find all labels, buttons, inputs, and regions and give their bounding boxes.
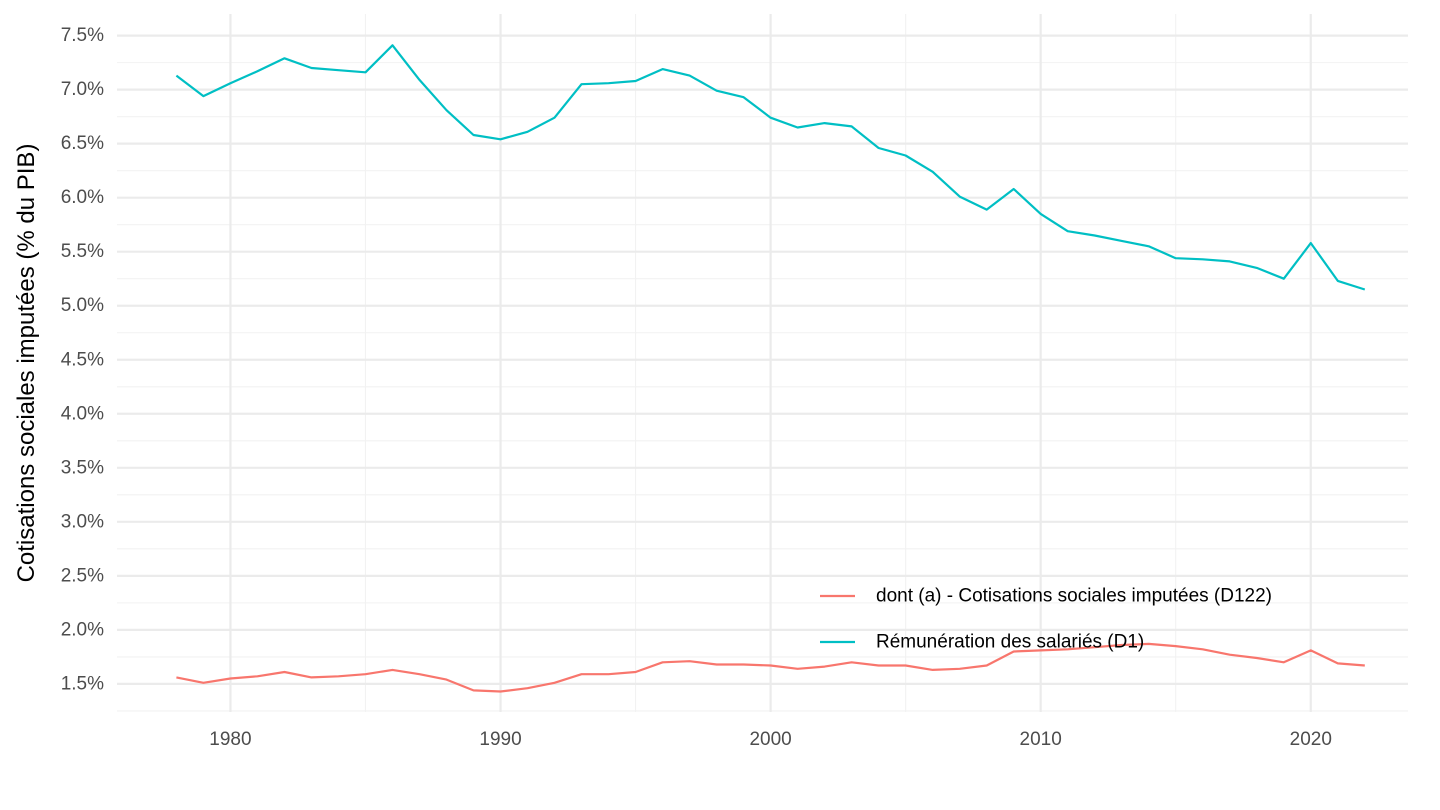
x-tick-label: 2010 [1020,729,1062,750]
x-tick-label: 1980 [209,729,251,750]
y-tick-label: 4.0% [61,403,104,424]
y-tick-label: 2.0% [61,619,104,640]
y-tick-label: 6.0% [61,187,104,208]
x-tick-label: 2000 [749,729,791,750]
y-axis-label: Cotisations sociales imputées (% du PIB) [13,144,40,583]
series-lines [175,44,1366,693]
y-tick-label: 7.0% [61,79,104,100]
y-tick-label: 5.0% [61,295,104,316]
legend-label-d1: Rémunération des salariés (D1) [876,632,1144,653]
y-tick-label: 4.5% [61,349,104,370]
y-axis-ticks: 1.5% 2.0% 2.5% 3.0% 3.5% 4.0% 4.5% 5.0% 5.5% 6.0%… [61,25,104,694]
y-tick-label: 6.5% [61,133,104,154]
legend: dont (a) - Cotisations sociales imputées… [820,586,1272,653]
x-tick-label: 2020 [1290,729,1332,750]
series-line-d122 [176,642,1365,693]
y-tick-label: 3.5% [61,457,104,478]
y-tick-label: 5.5% [61,241,104,262]
grid [117,14,1408,712]
series-line-d1 [175,44,1366,291]
x-tick-label: 1990 [479,729,521,750]
y-tick-label: 1.5% [61,673,104,694]
x-axis-ticks: 1980 1990 2000 2010 2020 [209,729,1332,750]
y-tick-label: 7.5% [61,25,104,46]
y-tick-label: 2.5% [61,565,104,586]
legend-label-d122: dont (a) - Cotisations sociales imputées… [876,586,1272,607]
y-tick-label: 3.0% [61,511,104,532]
